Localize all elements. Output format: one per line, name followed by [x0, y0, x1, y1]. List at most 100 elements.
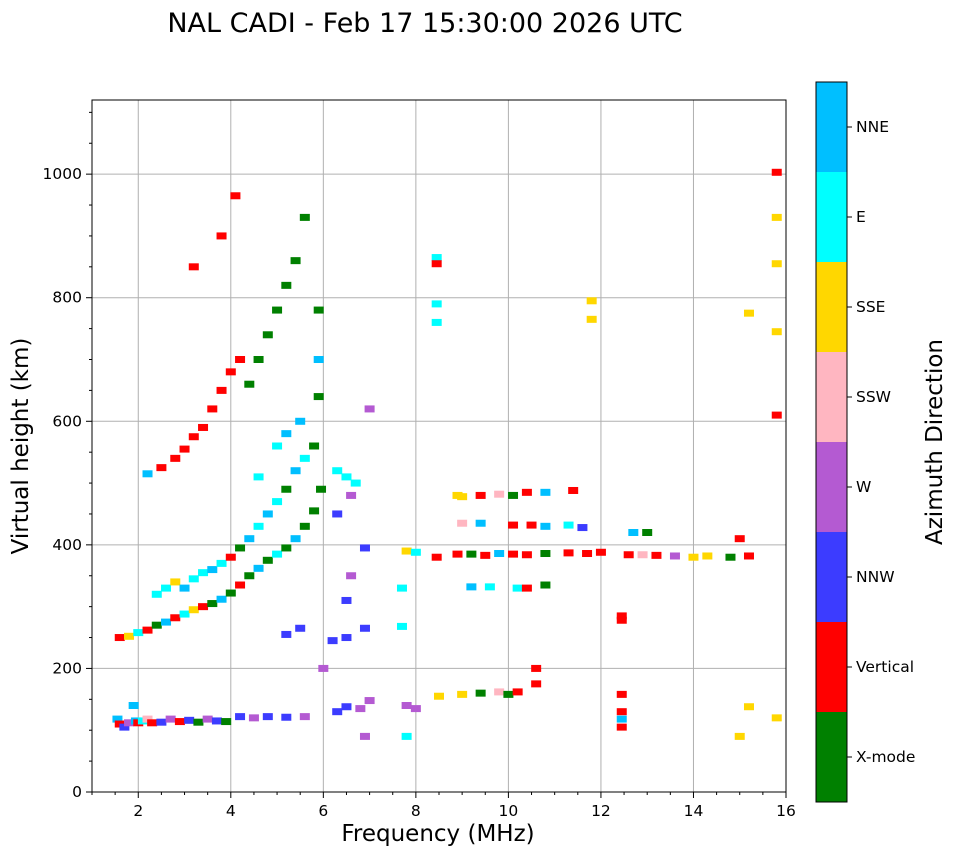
echo-point — [188, 606, 199, 614]
echo-point — [503, 690, 514, 698]
echo-point — [281, 485, 292, 493]
echo-point — [332, 708, 343, 716]
echo-point — [179, 445, 190, 453]
colorbar: X-mode Vertical NNW W SSW SSE E NNE — [815, 81, 915, 803]
echo-point — [628, 529, 639, 536]
echo-point — [616, 708, 627, 716]
echo-point — [586, 297, 597, 305]
echo-point — [457, 519, 468, 527]
echo-point — [577, 524, 588, 532]
echo-point — [540, 488, 551, 496]
echo-point — [623, 551, 634, 559]
echo-point — [540, 522, 551, 530]
echo-point — [216, 386, 227, 394]
echo-point — [225, 368, 236, 376]
echo-point — [431, 260, 442, 268]
echo-point — [359, 624, 370, 632]
colorbar-label: SSW — [856, 388, 891, 406]
x-axis-ticks: 2 4 6 8 10 12 14 16 — [91, 792, 796, 820]
echo-point — [540, 581, 551, 589]
echo-point — [202, 715, 213, 723]
echo-point — [743, 309, 754, 317]
echo-point — [184, 716, 195, 724]
echo-point — [346, 572, 357, 580]
echo-point — [401, 547, 412, 555]
echo-point — [211, 717, 222, 725]
echo-point — [431, 300, 442, 308]
echo-point — [563, 549, 574, 557]
echo-point — [156, 464, 167, 472]
y-tick-label: 600 — [52, 412, 82, 430]
echo-point — [262, 510, 273, 518]
colorbar-segment — [816, 352, 847, 442]
echo-point — [512, 584, 523, 592]
echo-point — [595, 548, 606, 556]
echo-point — [771, 714, 782, 722]
colorbar-label: Vertical — [856, 658, 914, 676]
echo-point — [188, 263, 199, 271]
echo-point — [174, 718, 185, 726]
echo-point — [771, 213, 782, 221]
x-tick-label: 16 — [776, 802, 796, 820]
y-tick-label: 1000 — [43, 165, 82, 183]
echo-point — [616, 612, 627, 620]
colorbar-segment — [816, 172, 847, 262]
echo-point — [434, 692, 444, 700]
echo-point — [669, 552, 680, 560]
grid-lines — [92, 100, 787, 793]
echo-point — [466, 583, 477, 591]
x-tick-label: 6 — [318, 802, 328, 820]
x-tick-label: 14 — [684, 802, 704, 820]
echo-point — [771, 168, 782, 176]
echo-point — [637, 551, 648, 559]
echo-point — [253, 564, 264, 572]
echo-point — [531, 680, 542, 688]
echo-point — [341, 473, 352, 481]
echo-point — [431, 254, 442, 262]
echo-point — [230, 192, 241, 200]
echo-point — [401, 702, 412, 709]
echo-point — [725, 553, 736, 561]
colorbar-label: X-mode — [856, 748, 915, 766]
echo-point — [253, 473, 264, 481]
echo-point — [466, 550, 477, 558]
echo-point — [410, 548, 421, 556]
colorbar-segment — [816, 712, 847, 802]
echo-point — [355, 705, 366, 713]
echo-point — [272, 442, 283, 450]
echo-point — [771, 260, 782, 268]
colorbar-label: SSE — [856, 298, 885, 316]
echo-point — [702, 552, 713, 560]
x-axis-label: Frequency (MHz) — [341, 821, 534, 847]
echo-point — [313, 306, 324, 314]
echo-point — [734, 535, 745, 543]
echo-point — [341, 596, 352, 604]
echo-point — [147, 719, 158, 727]
echo-point — [452, 550, 463, 558]
echo-point — [586, 315, 597, 323]
echo-point — [431, 318, 442, 326]
echo-point — [221, 718, 232, 726]
colorbar-segment — [816, 82, 847, 172]
echo-point — [235, 581, 246, 589]
colorbar-segment — [816, 262, 847, 352]
echo-point — [295, 417, 306, 425]
echo-point — [151, 621, 162, 629]
echo-point — [179, 584, 190, 592]
echo-point — [364, 405, 375, 413]
echo-point — [244, 572, 255, 580]
echo-point — [272, 550, 283, 558]
data-points — [112, 168, 782, 740]
echo-point — [262, 556, 273, 564]
echo-point — [281, 430, 292, 438]
echo-point — [475, 689, 486, 697]
echo-point — [151, 590, 162, 598]
echo-point — [272, 306, 283, 314]
echo-point — [512, 688, 523, 696]
echo-point — [401, 732, 412, 740]
y-tick-label: 200 — [52, 659, 82, 677]
echo-point — [281, 544, 292, 552]
echo-point — [332, 510, 343, 518]
plot-frame — [91, 99, 787, 793]
echo-point — [688, 553, 699, 561]
